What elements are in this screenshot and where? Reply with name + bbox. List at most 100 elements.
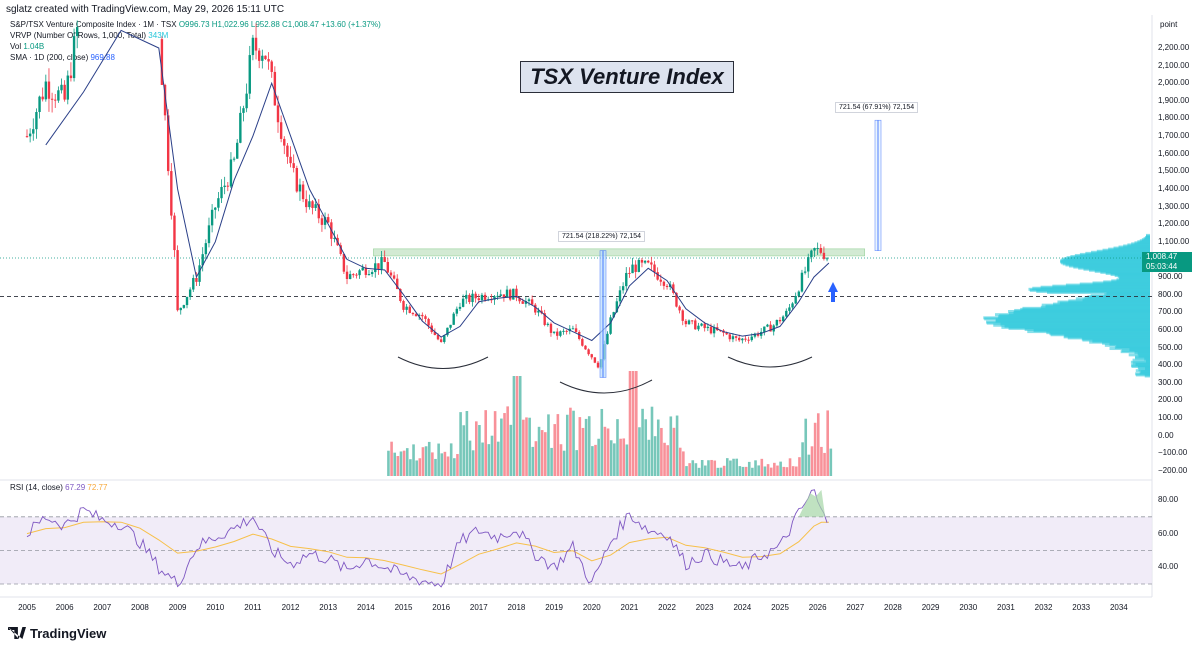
candle-body xyxy=(484,295,486,300)
price-tick-label: 1,900.00 xyxy=(1158,96,1189,105)
volume-bar xyxy=(563,451,566,476)
candle-body xyxy=(255,38,257,51)
time-tick-label: 2020 xyxy=(583,603,601,612)
volume-bar xyxy=(754,460,757,476)
rsi-tick-label: 60.00 xyxy=(1158,529,1178,538)
candle-body xyxy=(528,299,530,301)
candle-body xyxy=(214,208,216,210)
candle-body xyxy=(813,248,815,250)
volume-bar xyxy=(761,459,764,476)
candle-body xyxy=(289,157,291,163)
candle-body xyxy=(45,82,47,100)
time-tick-label: 2024 xyxy=(733,603,751,612)
volume-bar xyxy=(544,432,547,476)
rsi-tick-label: 80.00 xyxy=(1158,495,1178,504)
volume-bar xyxy=(726,458,729,476)
time-tick-label: 2034 xyxy=(1110,603,1128,612)
volume-bar xyxy=(764,466,767,476)
rsi-legend[interactable]: RSI (14, close) 67.29 72.77 xyxy=(10,483,107,492)
candle-body xyxy=(550,324,552,333)
tradingview-logo[interactable]: TradingView xyxy=(8,626,106,641)
candle-body xyxy=(236,143,238,159)
candle-body xyxy=(183,305,185,308)
candle-body xyxy=(823,253,825,259)
volume-bar xyxy=(516,376,519,476)
candle-body xyxy=(747,340,749,341)
price-tick-label: 700.00 xyxy=(1158,307,1182,316)
candle-body xyxy=(362,268,364,271)
candle-body xyxy=(625,273,627,286)
time-tick-label: 2027 xyxy=(846,603,864,612)
candle-body xyxy=(252,38,254,55)
volume-bar xyxy=(528,418,531,476)
volume-bar xyxy=(406,448,409,476)
volume-bar xyxy=(638,427,641,476)
volume-bar xyxy=(679,448,682,476)
volume-bar xyxy=(657,420,660,476)
volume-bar xyxy=(773,463,776,476)
candle-body xyxy=(453,314,455,325)
annotation-title[interactable]: TSX Venture Index xyxy=(520,61,734,93)
price-tick-label: 600.00 xyxy=(1158,325,1182,334)
candle-body xyxy=(383,257,385,262)
candle-body xyxy=(377,263,379,269)
candle-body xyxy=(280,122,282,139)
candle-body xyxy=(393,275,395,278)
candle-body xyxy=(305,199,307,207)
volume-bar xyxy=(632,371,635,476)
volume-bar xyxy=(488,444,491,476)
volume-bar xyxy=(535,441,538,476)
volume-bar xyxy=(720,468,723,476)
candle-body xyxy=(559,331,561,336)
candle-body xyxy=(54,100,56,101)
volume-bar xyxy=(569,408,572,476)
volume-bar xyxy=(701,460,704,476)
time-tick-label: 2021 xyxy=(620,603,638,612)
price-tick-label: 2,000.00 xyxy=(1158,78,1189,87)
candle-body xyxy=(223,186,225,187)
volume-bar xyxy=(817,413,820,476)
volume-bar xyxy=(767,464,770,476)
candle-body xyxy=(405,307,407,310)
candle-body xyxy=(371,272,373,274)
volume-bar xyxy=(500,419,503,476)
last-price-value: 1,008.47 xyxy=(1146,252,1177,261)
candle-body xyxy=(678,307,680,311)
volume-bar xyxy=(616,419,619,476)
price-tick-label: 1,800.00 xyxy=(1158,113,1189,122)
candle-body xyxy=(751,337,753,340)
volume-bar xyxy=(585,419,588,476)
candle-body xyxy=(261,56,263,61)
candle-body xyxy=(794,296,796,303)
volume-bar xyxy=(676,416,679,476)
candle-body xyxy=(38,97,40,112)
candle-body xyxy=(26,136,28,137)
candle-body xyxy=(368,274,370,275)
time-tick-label: 2013 xyxy=(319,603,337,612)
candle-body xyxy=(189,290,191,297)
rsi-value: 67.29 xyxy=(65,483,85,492)
volume-bar xyxy=(789,458,792,476)
candle-body xyxy=(41,97,43,100)
candle-body xyxy=(374,263,376,272)
time-tick-label: 2019 xyxy=(545,603,563,612)
candle-body xyxy=(509,290,511,300)
candle-body xyxy=(531,299,533,304)
volume-bar xyxy=(475,421,478,476)
candle-body xyxy=(506,290,508,298)
time-tick-label: 2025 xyxy=(771,603,789,612)
volume-bar xyxy=(648,440,651,476)
candle-body xyxy=(656,272,658,279)
volume-bar xyxy=(572,411,575,476)
candle-body xyxy=(358,270,360,275)
vrvp-bar xyxy=(1146,234,1150,237)
pattern-arc-right xyxy=(728,357,812,367)
volume-bar xyxy=(453,458,456,476)
candle-body xyxy=(575,328,577,332)
candle-body xyxy=(76,27,78,36)
candle-body xyxy=(594,357,596,362)
volume-bar xyxy=(594,445,597,476)
volume-bar xyxy=(444,452,447,476)
candle-body xyxy=(547,324,549,325)
